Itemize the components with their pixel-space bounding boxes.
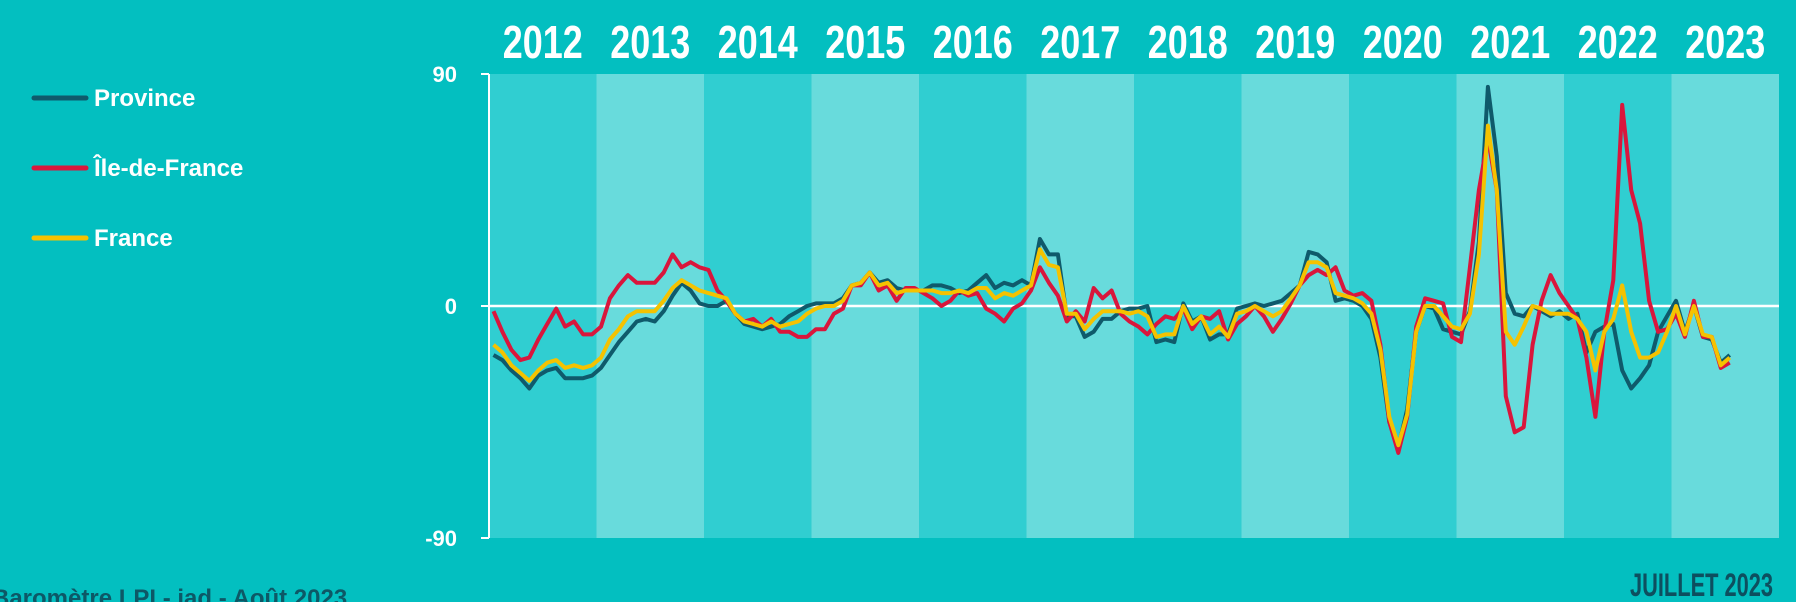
year-label: 2016	[933, 16, 1013, 68]
year-label: 2015	[825, 16, 905, 68]
year-label: 2021	[1470, 16, 1550, 68]
year-label: 2018	[1148, 16, 1228, 68]
source: Baromètre LPI - iad - Août 2023	[0, 585, 347, 602]
y-tick-label: 0	[445, 294, 457, 319]
series-line	[492, 123, 1732, 448]
year-label: 2012	[503, 16, 583, 68]
year-label: 2020	[1363, 16, 1443, 68]
legend-label: Province	[94, 85, 195, 112]
series-line	[491, 102, 1731, 455]
year-label: 2022	[1578, 16, 1658, 68]
series-line	[492, 84, 1732, 450]
legend-label: France	[94, 225, 173, 252]
year-label: 2014	[718, 16, 798, 68]
legend-label: Île-de-France	[93, 154, 243, 182]
year-label: 2013	[610, 16, 690, 68]
date-label: JUILLET 2023	[1630, 567, 1773, 602]
year-label: 2019	[1255, 16, 1335, 68]
y-tick-label: 90	[433, 62, 457, 87]
year-label: 2017	[1040, 16, 1120, 68]
year-label: 2023	[1685, 16, 1765, 68]
y-tick-label: -90	[425, 526, 457, 551]
